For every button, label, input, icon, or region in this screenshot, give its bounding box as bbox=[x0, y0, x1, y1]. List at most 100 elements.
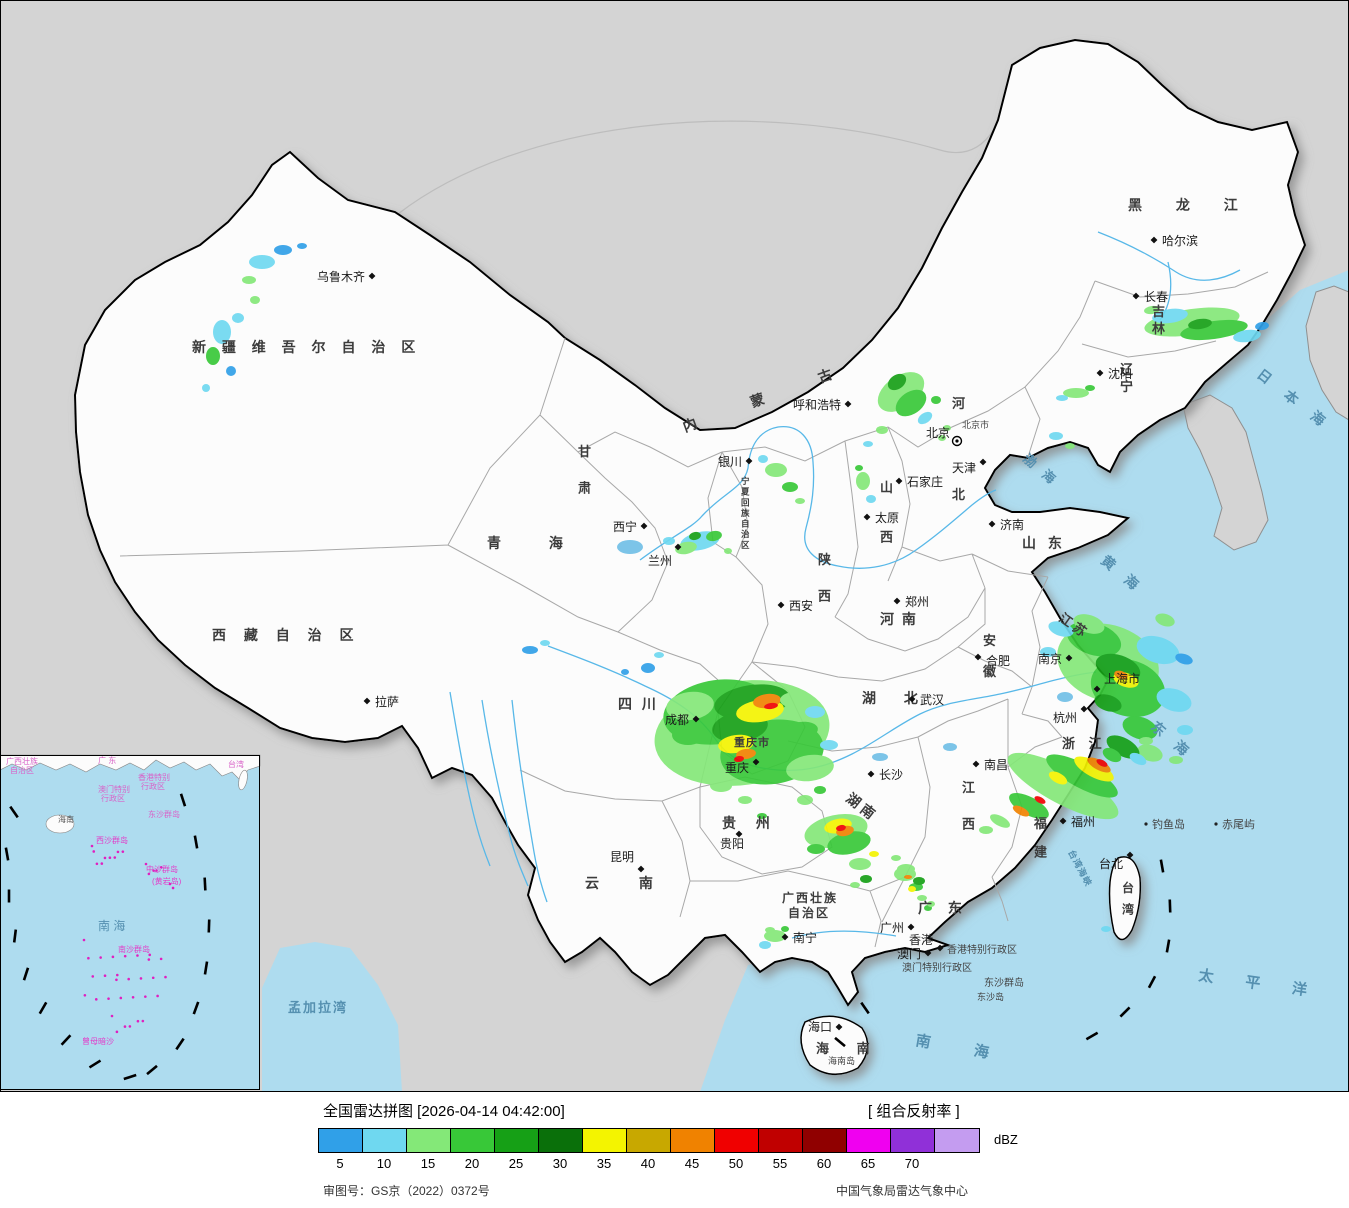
inset-island-dot bbox=[171, 886, 175, 890]
radar-echo bbox=[1063, 388, 1089, 398]
city-marker bbox=[752, 758, 760, 766]
province-label-char: 回 bbox=[741, 497, 750, 507]
radar-echo bbox=[1177, 725, 1193, 735]
sea-layer bbox=[262, 270, 1349, 1092]
radar-echo bbox=[866, 495, 876, 503]
dash-segment bbox=[146, 1064, 158, 1076]
city-label: 乌鲁木齐 bbox=[317, 269, 365, 284]
province-label: 江西 bbox=[962, 780, 975, 831]
inset-island-dot bbox=[119, 996, 123, 1000]
radar-echo bbox=[764, 702, 778, 710]
province-label: 安徽 bbox=[982, 633, 997, 679]
province-label-char: 北 bbox=[952, 487, 965, 502]
radar-echo bbox=[213, 320, 231, 344]
inset-island-dot bbox=[113, 856, 117, 859]
inset-island-dot bbox=[90, 844, 94, 848]
radar-echo bbox=[797, 795, 813, 805]
city-marker bbox=[907, 923, 915, 931]
dbz-value: 65 bbox=[860, 1156, 876, 1171]
inset-island-dot bbox=[159, 865, 163, 869]
small-label: 澳门特别行政区 bbox=[902, 961, 972, 974]
map-license-number: 审图号：GS京（2022）0372号 bbox=[323, 1184, 490, 1198]
inset-island-dot bbox=[148, 953, 152, 957]
radar-echo bbox=[860, 875, 872, 883]
province-label: 河北 bbox=[952, 396, 965, 502]
inset-island-dot bbox=[83, 993, 87, 997]
city-label: 呼和浩特 bbox=[793, 397, 841, 412]
radar-echo bbox=[1087, 757, 1111, 773]
province-label-char: 江 bbox=[962, 780, 975, 795]
small-label: 东沙群岛 bbox=[984, 976, 1024, 989]
radar-echo bbox=[1073, 614, 1105, 634]
radar-echo bbox=[1009, 792, 1049, 820]
radar-echo bbox=[820, 740, 838, 750]
city-marker bbox=[692, 715, 700, 723]
province-label: 湖 北 bbox=[862, 690, 930, 706]
radar-echo bbox=[734, 755, 744, 763]
inset-taiwan bbox=[238, 769, 248, 791]
radar-echo bbox=[917, 895, 927, 901]
radar-echo bbox=[758, 455, 768, 463]
radar-echo bbox=[1012, 805, 1030, 817]
province-label: 山 东 bbox=[1022, 535, 1066, 551]
inset-island-dot bbox=[144, 995, 147, 998]
province-label-char: 区 bbox=[741, 540, 750, 550]
radar-echo bbox=[1144, 305, 1160, 315]
radar-echo bbox=[1188, 318, 1212, 330]
radar-echo bbox=[1175, 653, 1193, 665]
city-label: 北京 bbox=[926, 426, 950, 440]
province-label: 河 南 bbox=[880, 611, 918, 627]
inset-label: 西沙群岛 bbox=[96, 835, 128, 845]
city-marker bbox=[1096, 369, 1104, 377]
radar-echo bbox=[895, 389, 927, 417]
radar-echo bbox=[908, 886, 916, 892]
city-marker bbox=[777, 601, 785, 609]
data-source-label: 中国气象局雷达气象中心 bbox=[836, 1184, 969, 1198]
inset-label: 中沙群岛 bbox=[146, 864, 178, 874]
small-label: 赤尾屿 bbox=[1222, 818, 1255, 831]
city-label: 太原 bbox=[875, 510, 899, 525]
radar-echo bbox=[718, 734, 754, 754]
city-label: 上海市 bbox=[1104, 671, 1140, 686]
inset-island-dot bbox=[128, 1025, 132, 1028]
radar-echo bbox=[849, 858, 871, 870]
radar-echo bbox=[856, 472, 870, 490]
radar-echo-layer bbox=[202, 243, 1269, 949]
city-marker bbox=[368, 272, 376, 280]
lakes bbox=[617, 540, 1073, 761]
radar-echo bbox=[1114, 670, 1128, 680]
radar-echo bbox=[621, 669, 629, 675]
radar-echo bbox=[780, 692, 810, 708]
small-label: 北京市 bbox=[962, 419, 989, 430]
dash-segment bbox=[123, 1073, 137, 1081]
city-label: 南京 bbox=[1038, 651, 1062, 666]
province-label: 广西壮族 bbox=[782, 890, 838, 905]
province-label-char: 山 bbox=[880, 480, 893, 495]
city-label: 长春 bbox=[1144, 290, 1168, 304]
inset-island-dot bbox=[115, 1030, 119, 1034]
dbz-value: 5 bbox=[336, 1156, 344, 1171]
city-label: 银川 bbox=[718, 455, 742, 469]
colorbar-cell bbox=[363, 1129, 407, 1152]
radar-echo bbox=[927, 901, 935, 907]
inset-island-dot bbox=[156, 994, 159, 998]
province-label-char: 族 bbox=[741, 508, 750, 518]
poyang-lake bbox=[943, 743, 957, 751]
small-label: 钓鱼岛 bbox=[1152, 817, 1185, 831]
dash-segment bbox=[60, 1034, 72, 1046]
dash-segment bbox=[4, 847, 10, 861]
radar-echo bbox=[1136, 635, 1180, 665]
province-label: 陕西 bbox=[818, 552, 832, 603]
radar-echo bbox=[855, 465, 863, 471]
radar-echo bbox=[1224, 325, 1240, 335]
inset-island-dot bbox=[151, 976, 155, 980]
legend-panel: 全国雷达拼图 [2026-04-14 04:42:00] [ 组合反射率 ] d… bbox=[0, 1092, 1349, 1208]
inset-island-dot bbox=[136, 1019, 140, 1023]
city-label: 西安 bbox=[789, 598, 813, 613]
radar-echo bbox=[1139, 737, 1153, 745]
radar-echo bbox=[202, 384, 210, 392]
city-label: 济南 bbox=[1000, 517, 1024, 532]
inset-label: 南 海 bbox=[98, 918, 125, 933]
